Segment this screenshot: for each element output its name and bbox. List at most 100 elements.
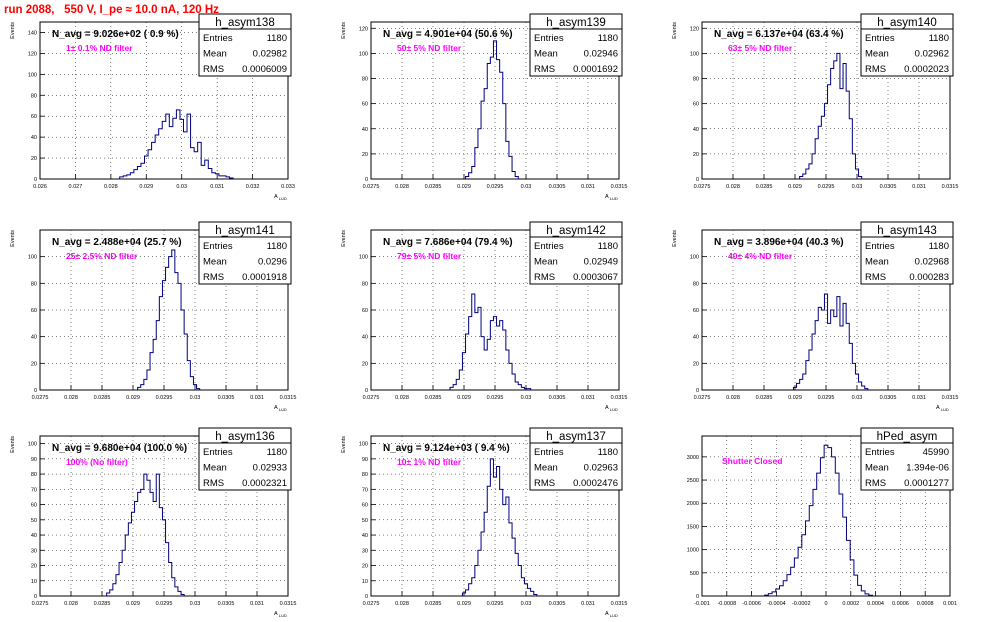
panel-h_asym142: 0.0275 0.028 0.0285 0.029 0.0295 0.03 0.0305 0.…: [341, 221, 627, 412]
x-tick-label: 0.0305: [880, 395, 897, 401]
stats-title: h_asym138: [215, 17, 274, 29]
histogram-bin: [208, 169, 212, 179]
histogram-bin: [821, 310, 824, 390]
x-axis-label: A LUD: [605, 405, 618, 412]
stats-box: [198, 427, 292, 491]
x-tick-label: 0.031: [581, 395, 595, 401]
x-axis-label: A LUD: [274, 194, 287, 201]
x-tick-label: 0.029: [139, 184, 153, 190]
stats-key-rms: RMS: [534, 478, 555, 489]
histogram-bin: [828, 323, 831, 390]
histogram-bin: [127, 175, 131, 179]
panel-h_asym137: 0.0275 0.028 0.0285 0.029 0.0295 0.03 0.0305 0.…: [341, 427, 628, 618]
histogram-line: [792, 293, 869, 390]
x-tick-label: 0.0275: [363, 601, 380, 607]
y-tick-label: 100: [359, 442, 368, 448]
stats-value-mean: 0.02962: [915, 49, 949, 60]
x-tick-label: 0.0305: [549, 184, 566, 190]
x-tick-label: 0.0305: [218, 395, 235, 401]
y-tick-label: 1500: [687, 524, 699, 530]
x-tick-label: 0.03: [521, 184, 532, 190]
x-tick-label: 0.033: [281, 184, 295, 190]
stats-key-entries: Entries: [534, 33, 564, 44]
stats-box: [198, 13, 292, 77]
x-tick-label: 0.031: [210, 184, 224, 190]
y-tick-label: 90: [31, 457, 37, 463]
x-tick-label: 0.029: [457, 184, 471, 190]
filter-label: 10± 1% ND filter: [397, 457, 462, 467]
histogram-bin: [834, 317, 837, 390]
x-tick-label: 0.0305: [880, 184, 897, 190]
x-tick-label: 0.03: [852, 184, 863, 190]
y-tick-label: 20: [31, 361, 37, 367]
x-tick-label: 0.0275: [363, 184, 380, 190]
x-tick-label: 0.0275: [32, 395, 49, 401]
x-tick-label: 0.031: [912, 184, 926, 190]
run-header: run 2088, 550 V, I_pe ≈ 10.0 nA, 120 Hz: [4, 4, 219, 16]
x-tick-label: 0.0285: [425, 601, 442, 607]
stats-value-entries: 1180: [267, 447, 287, 458]
x-tick-label: 0.0315: [942, 184, 959, 190]
histogram-bin: [843, 517, 847, 596]
y-tick-label: 100: [28, 442, 37, 448]
histogram-bin: [130, 173, 134, 179]
histogram-bin: [212, 173, 216, 179]
y-tick-label: 30: [31, 548, 37, 554]
y-tick-label: 60: [362, 308, 368, 314]
stats-key-mean: Mean: [534, 49, 558, 60]
stats-value-entries: 1180: [598, 447, 618, 458]
x-axis-label: A LUD: [605, 611, 618, 618]
histogram-bin: [198, 142, 202, 179]
y-axis-label: Events: [10, 230, 16, 247]
x-tick-label: 0.0285: [425, 395, 442, 401]
x-tick-label: 0.028: [726, 395, 740, 401]
stats-value-entries: 1180: [598, 33, 618, 44]
x-tick-label: 0.0315: [611, 601, 628, 607]
histogram-bin: [141, 489, 144, 596]
histogram-bin: [858, 585, 862, 596]
y-tick-label: 120: [28, 51, 37, 57]
histogram-bin: [490, 57, 493, 179]
y-tick-label: 0: [696, 594, 699, 600]
navg-annotation: N_avg = 4.901e+04 (50.6 %): [383, 29, 513, 40]
y-tick-label: 120: [359, 26, 368, 32]
x-tick-label: 0.029: [788, 395, 802, 401]
histogram-bin: [201, 165, 205, 179]
x-tick-label: 0.0305: [549, 601, 566, 607]
x-tick-label: -0.0004: [767, 601, 786, 607]
panel-h_asym143: 0.0275 0.028 0.0285 0.029 0.0295 0.03 0.0305 0.…: [672, 221, 958, 412]
x-tick-label: 0.0315: [280, 601, 297, 607]
x-tick-label: 0.031: [581, 601, 595, 607]
stats-box: [529, 13, 623, 77]
y-tick-label: 100: [28, 72, 37, 78]
stats-value-mean: 0.02963: [584, 463, 618, 474]
plot-frame: [39, 21, 289, 180]
stats-key-mean: Mean: [203, 463, 227, 474]
x-tick-label: 0.0295: [487, 601, 504, 607]
stats-key-entries: Entries: [534, 241, 564, 252]
stats-box: [860, 221, 954, 285]
filter-label: 40± 4% ND filter: [728, 251, 793, 261]
stats-key-mean: Mean: [203, 257, 227, 268]
panel-h_asym138: 0.026 0.027 0.028 0.029 0.03 0.031 0.032 0.033 0…: [10, 13, 295, 201]
x-axis-label: A LUD: [605, 194, 618, 201]
x-tick-label: 0.0006: [892, 601, 909, 607]
y-tick-label: 100: [690, 51, 699, 57]
y-tick-label: 80: [693, 77, 699, 83]
y-axis-label: Events: [672, 230, 678, 247]
stats-key-rms: RMS: [203, 64, 224, 75]
histogram-line: [119, 109, 234, 179]
x-tick-label: 0.031: [250, 395, 264, 401]
y-tick-label: 50: [362, 518, 368, 524]
y-tick-label: 40: [31, 533, 37, 539]
x-tick-label: 0.0285: [756, 395, 773, 401]
x-tick-label: 0.028: [395, 184, 409, 190]
x-axis-label: A LUD: [936, 405, 949, 412]
histogram-bin: [820, 458, 824, 596]
y-tick-label: 70: [31, 487, 37, 493]
filter-label: 63± 5% ND filter: [728, 43, 793, 53]
histogram-bin: [159, 508, 162, 596]
y-tick-label: 100: [359, 51, 368, 57]
stats-title: h_asym142: [546, 225, 605, 237]
stats-value-rms: 0.0001692: [573, 64, 618, 75]
